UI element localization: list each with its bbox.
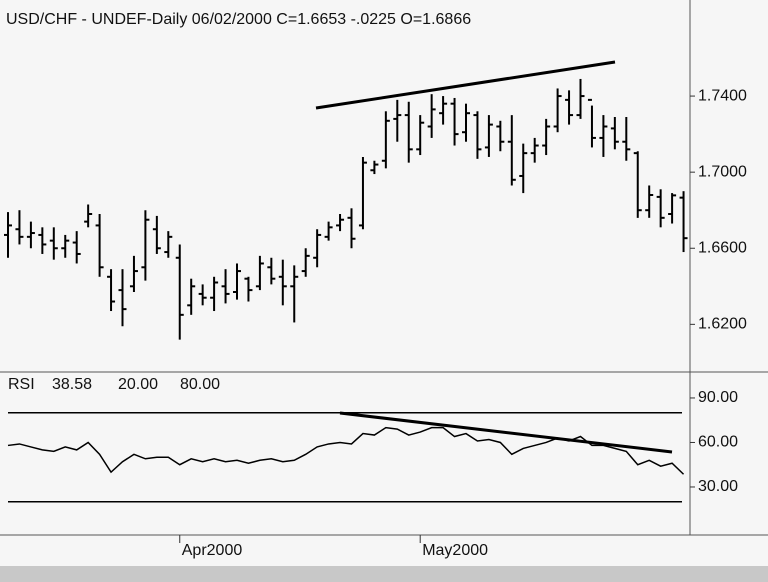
rsi-level-label: 20.00 bbox=[118, 376, 158, 393]
y-tick-label: 1.7000 bbox=[698, 163, 747, 180]
y-tick-label: 1.6200 bbox=[698, 316, 747, 333]
y-tick-label: 90.00 bbox=[698, 389, 738, 406]
rsi-line bbox=[7, 426, 685, 475]
x-tick-label: Apr2000 bbox=[182, 542, 243, 559]
rsi-trendline bbox=[339, 411, 673, 454]
y-tick-label: 1.7400 bbox=[698, 87, 747, 104]
y-tick-label: 30.00 bbox=[698, 478, 738, 495]
status-bar bbox=[0, 566, 768, 582]
rsi-last: 38.58 bbox=[52, 376, 92, 393]
trendline bbox=[315, 60, 616, 110]
rsi-name: RSI bbox=[8, 376, 35, 393]
x-tick-label: May2000 bbox=[422, 542, 488, 559]
rsi-level-label: 80.00 bbox=[180, 376, 220, 393]
y-tick-label: 60.00 bbox=[698, 434, 738, 451]
y-tick-label: 1.6600 bbox=[698, 239, 747, 256]
chart-title: USD/CHF - UNDEF-Daily 06/02/2000 C=1.665… bbox=[6, 11, 471, 28]
